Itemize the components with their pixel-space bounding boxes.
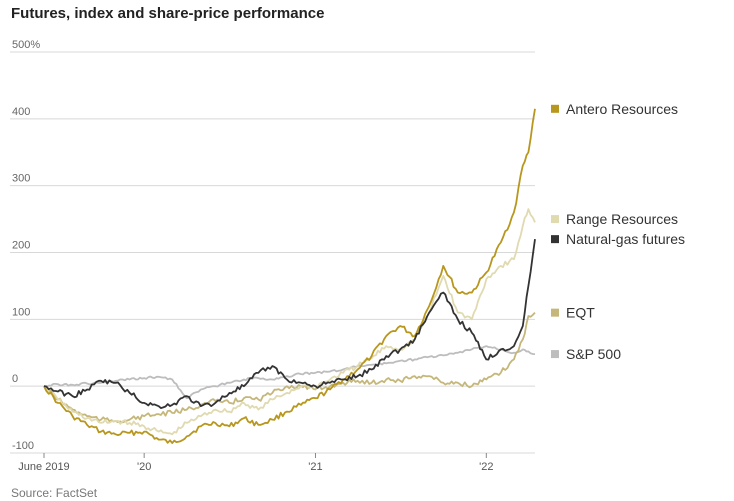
y-tick-label: 500% [12, 39, 40, 51]
legend-label: EQT [566, 305, 595, 321]
legend-label: Natural-gas futures [566, 231, 685, 247]
x-tick-label: '21 [308, 461, 322, 473]
legend-swatch [551, 104, 559, 113]
y-axis-ticks: -100 0 100 200 300 400 500% [12, 39, 40, 452]
x-tick-label: June 2019 [18, 461, 69, 473]
x-tick-label: '22 [479, 461, 493, 473]
legend: Antero Resources Range Resources Natural-g… [551, 101, 685, 362]
y-tick-label: 300 [12, 173, 30, 185]
series-line-eqt [43, 311, 536, 424]
legend-label: Antero Resources [566, 101, 678, 117]
gridlines [10, 51, 535, 454]
y-tick-label: 100 [12, 306, 30, 318]
series-line-antero-resources [43, 108, 536, 444]
x-tick-label: '20 [137, 461, 151, 473]
chart-title: Futures, index and share-price performan… [11, 5, 325, 22]
y-tick-label: 0 [12, 373, 18, 385]
series-line-range-resources [43, 208, 536, 436]
legend-label: S&P 500 [566, 346, 621, 362]
series-line-s-p-500 [43, 345, 536, 400]
legend-swatch [551, 350, 559, 359]
legend-swatch [551, 308, 559, 317]
y-tick-label: 200 [12, 240, 30, 252]
y-tick-label: 400 [12, 106, 30, 118]
y-tick-label: -100 [12, 440, 34, 452]
x-axis-ticks: June 2019 '20 '21 '22 [18, 453, 493, 473]
chart-source: Source: FactSet [11, 486, 98, 500]
legend-label: Range Resources [566, 211, 678, 227]
series-line-natural-gas-futures [43, 238, 536, 409]
legend-swatch [551, 215, 559, 224]
series-lines [43, 108, 536, 444]
legend-swatch [551, 235, 559, 244]
